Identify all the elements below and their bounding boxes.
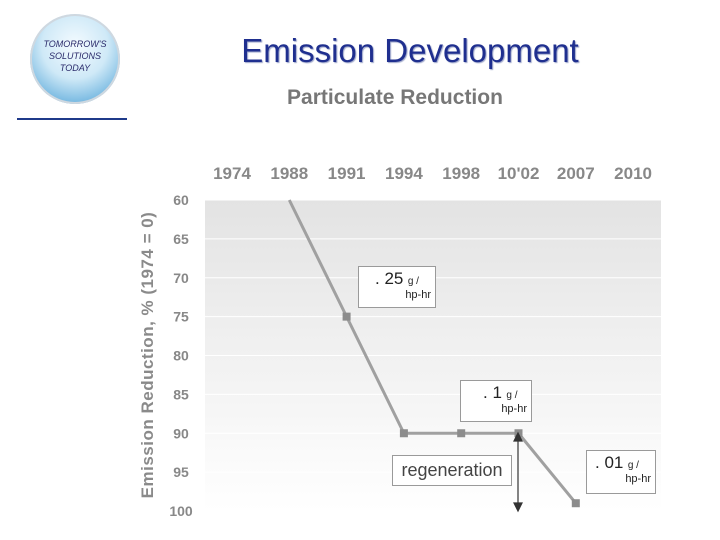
data-point-marker <box>399 429 408 438</box>
logo-line-1: TOMORROW'S <box>43 39 107 49</box>
x-tick-label: 2010 <box>614 164 652 183</box>
annotation-regeneration: regeneration <box>392 455 512 486</box>
y-axis-label: Emission Reduction, % (1974 = 0) <box>138 212 157 499</box>
x-tick-label: 1974 <box>213 164 251 183</box>
x-tick-label: 1988 <box>270 164 308 183</box>
y-tick-label: 80 <box>173 348 189 364</box>
y-tick-label: 65 <box>173 231 189 247</box>
x-tick-label: 1998 <box>442 164 480 183</box>
data-point-marker <box>342 312 351 321</box>
x-axis-ticks: 1974 1988 1991 1994 1998 10'02 2007 2010 <box>213 164 652 183</box>
annotation-value: . 25 <box>375 269 404 288</box>
y-tick-label: 95 <box>173 464 189 480</box>
chart-subtitle: Particulate Reduction <box>287 86 503 109</box>
y-tick-label: 70 <box>173 270 189 286</box>
logo-text: TOMORROW'S SOLUTIONS TODAY <box>30 38 120 74</box>
grid-lines <box>205 199 661 512</box>
slide-title: Emission Development <box>241 32 579 69</box>
y-tick-label: 90 <box>173 425 189 441</box>
annotation-sub: hp-hr <box>501 403 527 415</box>
y-tick-label: 100 <box>169 503 193 519</box>
annotation-sub: hp-hr <box>405 289 431 301</box>
y-axis-ticks: 60 65 70 75 80 85 90 95 100 <box>169 192 193 519</box>
annotation-value: . 01 <box>595 453 624 472</box>
annotation-unit: g / <box>627 460 639 471</box>
annotation-025: . 25 g / hp-hr <box>358 266 436 308</box>
y-tick-label: 60 <box>173 192 189 208</box>
x-tick-label: 1991 <box>328 164 366 183</box>
x-tick-label: 10'02 <box>498 164 540 183</box>
data-point-marker <box>457 429 466 438</box>
logo-line-3: TODAY <box>59 63 91 73</box>
y-tick-label: 85 <box>173 386 189 402</box>
annotation-01: . 1 g / hp-hr <box>460 380 532 422</box>
x-tick-label: 2007 <box>557 164 595 183</box>
annotation-001: . 01 g / hp-hr <box>586 450 656 494</box>
regeneration-label: regeneration <box>401 460 503 480</box>
annotation-unit: g / <box>506 390 518 401</box>
logo-line-2: SOLUTIONS <box>48 51 101 61</box>
y-tick-label: 75 <box>173 309 189 325</box>
company-logo: TOMORROW'S SOLUTIONS TODAY <box>30 14 120 104</box>
annotation-sub: hp-hr <box>625 473 651 485</box>
annotation-value: . 1 <box>483 383 502 402</box>
annotation-unit: g / <box>407 276 419 287</box>
series-polyline <box>287 199 577 505</box>
regeneration-arrow <box>513 431 523 513</box>
x-tick-label: 1994 <box>385 164 423 183</box>
logo-underline <box>17 118 127 120</box>
data-point-marker <box>571 499 580 508</box>
